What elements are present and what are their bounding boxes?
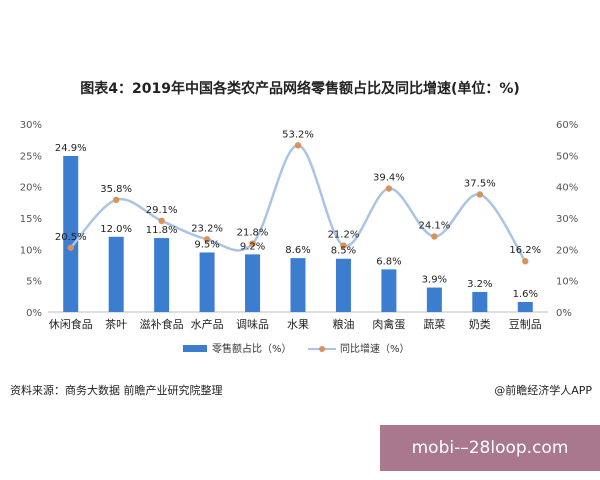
line-point (340, 242, 347, 249)
bar-data-label: 8.5% (331, 246, 356, 257)
y-left-tick-label: 25% (20, 151, 42, 162)
line-point (294, 142, 302, 149)
x-tick-label: 茶叶 (105, 318, 127, 331)
y-left-tick-label: 0% (26, 308, 42, 319)
y-left-tick-label: 15% (20, 214, 42, 225)
line-point (385, 185, 393, 192)
y-left-tick-label: 20% (20, 183, 42, 194)
line-data-label: 35.8% (100, 184, 132, 195)
x-tick-label: 休闲食品 (49, 317, 93, 331)
source-note: 资料来源：商务大数据 前瞻产业研究院整理 (10, 383, 223, 397)
bar (381, 269, 397, 312)
line-data-label: 29.1% (146, 205, 178, 216)
line-point (203, 236, 211, 243)
credit-note: @前瞻经济学人APP (494, 383, 592, 397)
bar (290, 258, 306, 312)
legend-line-marker (319, 346, 325, 352)
bar (335, 258, 351, 312)
bar (108, 236, 124, 312)
y-left-tick-label: 5% (26, 277, 42, 288)
y-right-tick-label: 50% (556, 151, 578, 162)
bar-data-label: 12.0% (100, 224, 132, 235)
line-point (67, 244, 74, 251)
line-point (476, 191, 484, 198)
bar-data-label: 3.9% (422, 275, 447, 286)
bar (154, 238, 170, 312)
legend: 零售额占比（%） 同比增速（%） (183, 342, 410, 355)
line-point (158, 217, 165, 225)
x-tick-label: 水果 (287, 318, 309, 331)
bar (517, 301, 533, 312)
bar-data-labels: 24.9% 12.0% 11.8% 9.5% 9.2% 8.6% 8.5% 6.8% 3.9% 3… (55, 143, 538, 300)
x-tick-labels: 休闲食品 茶叶 滋补食品 水产品 调味品 水果 粮油 肉禽蛋 蔬菜 奶类 豆制品 (49, 317, 542, 331)
bar-data-label: 8.6% (285, 245, 310, 256)
line-data-label: 39.4% (373, 173, 405, 184)
right-axis: 0% 10% 20% 30% 40% 50% 60% (556, 120, 578, 319)
y-left-tick-label: 30% (20, 120, 42, 131)
x-tick-label: 豆制品 (509, 318, 542, 331)
y-right-tick-label: 20% (556, 245, 578, 256)
line-data-label: 53.2% (282, 129, 314, 140)
y-right-tick-label: 40% (556, 183, 578, 194)
growth-line (69, 144, 527, 262)
x-tick-label: 滋补食品 (140, 317, 184, 331)
line-data-label: 24.1% (418, 220, 450, 231)
bar (199, 252, 215, 312)
y-right-tick-label: 60% (556, 120, 578, 131)
line-point (431, 233, 438, 240)
y-left-tick-label: 10% (20, 245, 42, 256)
bar-data-label: 3.2% (467, 279, 492, 290)
left-axis: 0% 5% 10% 15% 20% 25% 30% (20, 120, 42, 319)
watermark-banner: mobi-–28loop.com (380, 425, 600, 471)
chart-title: 图表4：2019年中国各类农产品网络零售额占比及同比增速(单位：%) (80, 80, 520, 97)
watermark-text: mobi-–28loop.com (411, 438, 569, 458)
line-series (67, 142, 529, 265)
bar-data-label: 9.2% (240, 241, 265, 252)
bar-data-label: 6.8% (376, 256, 401, 267)
bar (63, 155, 79, 312)
line-data-label: 21.8% (237, 228, 269, 239)
bar-data-label: 11.8% (146, 225, 178, 236)
bar-data-label: 9.5% (194, 239, 219, 250)
line-point (522, 258, 529, 265)
x-tick-label: 蔬菜 (423, 318, 445, 331)
x-tick-label: 水产品 (191, 317, 224, 331)
y-right-tick-label: 0% (556, 308, 572, 319)
line-data-label: 21.2% (328, 230, 360, 241)
x-tick-label: 调味品 (236, 318, 269, 331)
y-right-tick-label: 10% (556, 277, 578, 288)
line-point (249, 240, 256, 247)
line-data-label: 16.2% (509, 245, 541, 256)
line-data-label: 23.2% (191, 223, 223, 234)
bar (426, 287, 442, 312)
bar (245, 254, 261, 312)
x-tick-label: 粮油 (332, 317, 354, 331)
bar-series (63, 155, 533, 312)
line-data-label: 37.5% (464, 179, 496, 190)
x-tick-label: 奶类 (469, 317, 491, 331)
bar-data-label: 1.6% (513, 289, 538, 300)
legend-bar-swatch (183, 345, 207, 352)
x-tick-label: 肉禽蛋 (372, 317, 405, 331)
legend-bar-label: 零售额占比（%） (212, 342, 292, 355)
bar (472, 291, 488, 312)
legend-line-label: 同比增速（%） (340, 342, 410, 355)
y-right-tick-label: 30% (556, 214, 578, 225)
line-data-labels: 20.5% 35.8% 29.1% 23.2% 21.8% 53.2% 21.2% 39.4%… (55, 129, 541, 256)
bar-data-label: 24.9% (55, 143, 87, 154)
line-point (112, 196, 120, 204)
line-data-label: 20.5% (55, 232, 87, 243)
